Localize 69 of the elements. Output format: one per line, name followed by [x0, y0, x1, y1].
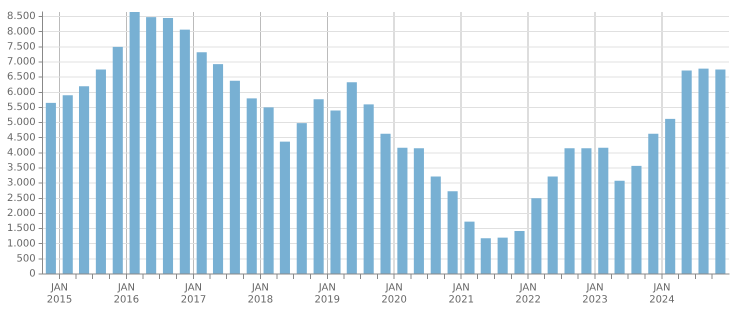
x-tick-label: JAN 2019	[314, 282, 340, 306]
bar	[314, 99, 324, 274]
bar	[498, 238, 508, 274]
bar	[112, 46, 123, 274]
y-tick-label: 1.000	[6, 238, 36, 250]
bar	[514, 230, 525, 274]
bar	[698, 68, 709, 274]
x-tick-label: JAN 2023	[582, 282, 608, 306]
y-tick-label: 0	[29, 268, 36, 280]
y-tick-label: 8.000	[6, 26, 36, 38]
bar	[531, 198, 542, 274]
bar	[130, 12, 140, 274]
bar	[196, 52, 207, 274]
y-tick-label: 2.000	[6, 208, 36, 220]
bar	[464, 222, 475, 274]
bar	[364, 104, 374, 274]
bar	[548, 176, 558, 274]
bar	[264, 107, 274, 274]
y-tick-label: 3.500	[6, 162, 36, 174]
bar	[246, 98, 257, 274]
bar	[598, 148, 608, 274]
bar	[78, 86, 90, 274]
bar	[280, 142, 290, 274]
bar	[346, 82, 357, 274]
bar	[665, 118, 676, 274]
bar	[682, 70, 692, 274]
bar	[397, 148, 408, 274]
bar	[96, 70, 106, 274]
bar	[46, 102, 56, 274]
bar	[564, 148, 575, 274]
bar	[296, 123, 307, 274]
bar	[715, 70, 726, 274]
x-tick-label: JAN 2024	[649, 282, 675, 306]
x-tick-label: JAN 2021	[448, 282, 474, 306]
y-tick-label: 7.500	[6, 41, 36, 52]
y-tick-label: 500	[16, 253, 36, 264]
bar	[430, 176, 441, 274]
bar	[631, 166, 642, 274]
bar	[448, 191, 458, 274]
bar	[648, 134, 658, 274]
bar	[180, 30, 190, 274]
y-tick-label: 4.000	[6, 147, 36, 158]
bar	[380, 134, 391, 274]
x-tick-label: JAN 2018	[248, 282, 274, 306]
y-tick-label: 5.500	[6, 102, 36, 114]
bar	[162, 18, 174, 274]
bar	[330, 110, 341, 274]
y-tick-label: 6.000	[6, 86, 36, 98]
y-tick-label: 3.000	[6, 178, 36, 189]
y-tick-label: 6.500	[6, 72, 36, 83]
x-tick-label: JAN 2020	[381, 282, 407, 306]
y-tick-label: 8.500	[6, 11, 36, 22]
bar	[581, 148, 592, 274]
x-tick-label: JAN 2015	[46, 282, 72, 306]
bar	[62, 95, 73, 274]
bar	[480, 238, 491, 274]
x-tick-label: JAN 2017	[180, 282, 206, 306]
y-tick-label: 5.000	[6, 117, 36, 128]
y-tick-label: 1.500	[6, 223, 36, 234]
bar	[146, 17, 156, 274]
x-tick-label: JAN 2022	[515, 282, 541, 306]
bar	[614, 180, 625, 274]
y-tick-label: 4.500	[6, 132, 36, 144]
y-tick-label: 7.000	[6, 56, 36, 68]
y-tick-label: 2.500	[6, 192, 36, 204]
x-tick-label: JAN 2016	[114, 282, 140, 306]
bar	[230, 80, 240, 274]
bar	[414, 148, 424, 274]
bar	[212, 64, 224, 274]
